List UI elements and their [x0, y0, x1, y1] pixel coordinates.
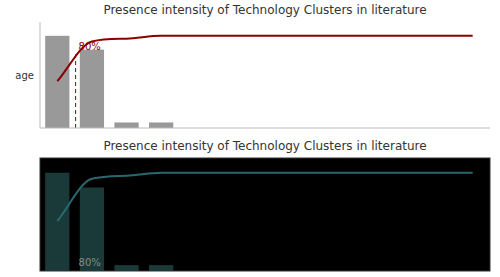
panel: Presence intensity of Technology Cluster… [40, 139, 490, 271]
plot-background [40, 158, 490, 271]
bar [149, 265, 173, 271]
bar [80, 50, 104, 128]
threshold-line [75, 54, 76, 128]
cumulative-line [57, 36, 472, 81]
marks [45, 173, 473, 271]
bar [114, 122, 138, 128]
y-axis-line [40, 22, 41, 128]
annotation: 80% [79, 41, 101, 52]
chart-canvas: Presence intensity of Technology Cluster… [0, 0, 500, 277]
title: Presence intensity of Technology Cluster… [103, 3, 426, 17]
panel: Presence intensity of Technology Cluster… [15, 3, 490, 128]
marks [45, 36, 473, 128]
plot-frame [40, 158, 490, 271]
bar [149, 122, 173, 128]
bar [45, 173, 69, 271]
annotation: 80% [79, 257, 101, 268]
cumulative-line [57, 173, 472, 221]
bar [45, 36, 69, 128]
title: Presence intensity of Technology Cluster… [103, 139, 426, 153]
bar [114, 265, 138, 271]
y-axis-label: age [15, 70, 34, 81]
x-axis-line [40, 128, 490, 129]
